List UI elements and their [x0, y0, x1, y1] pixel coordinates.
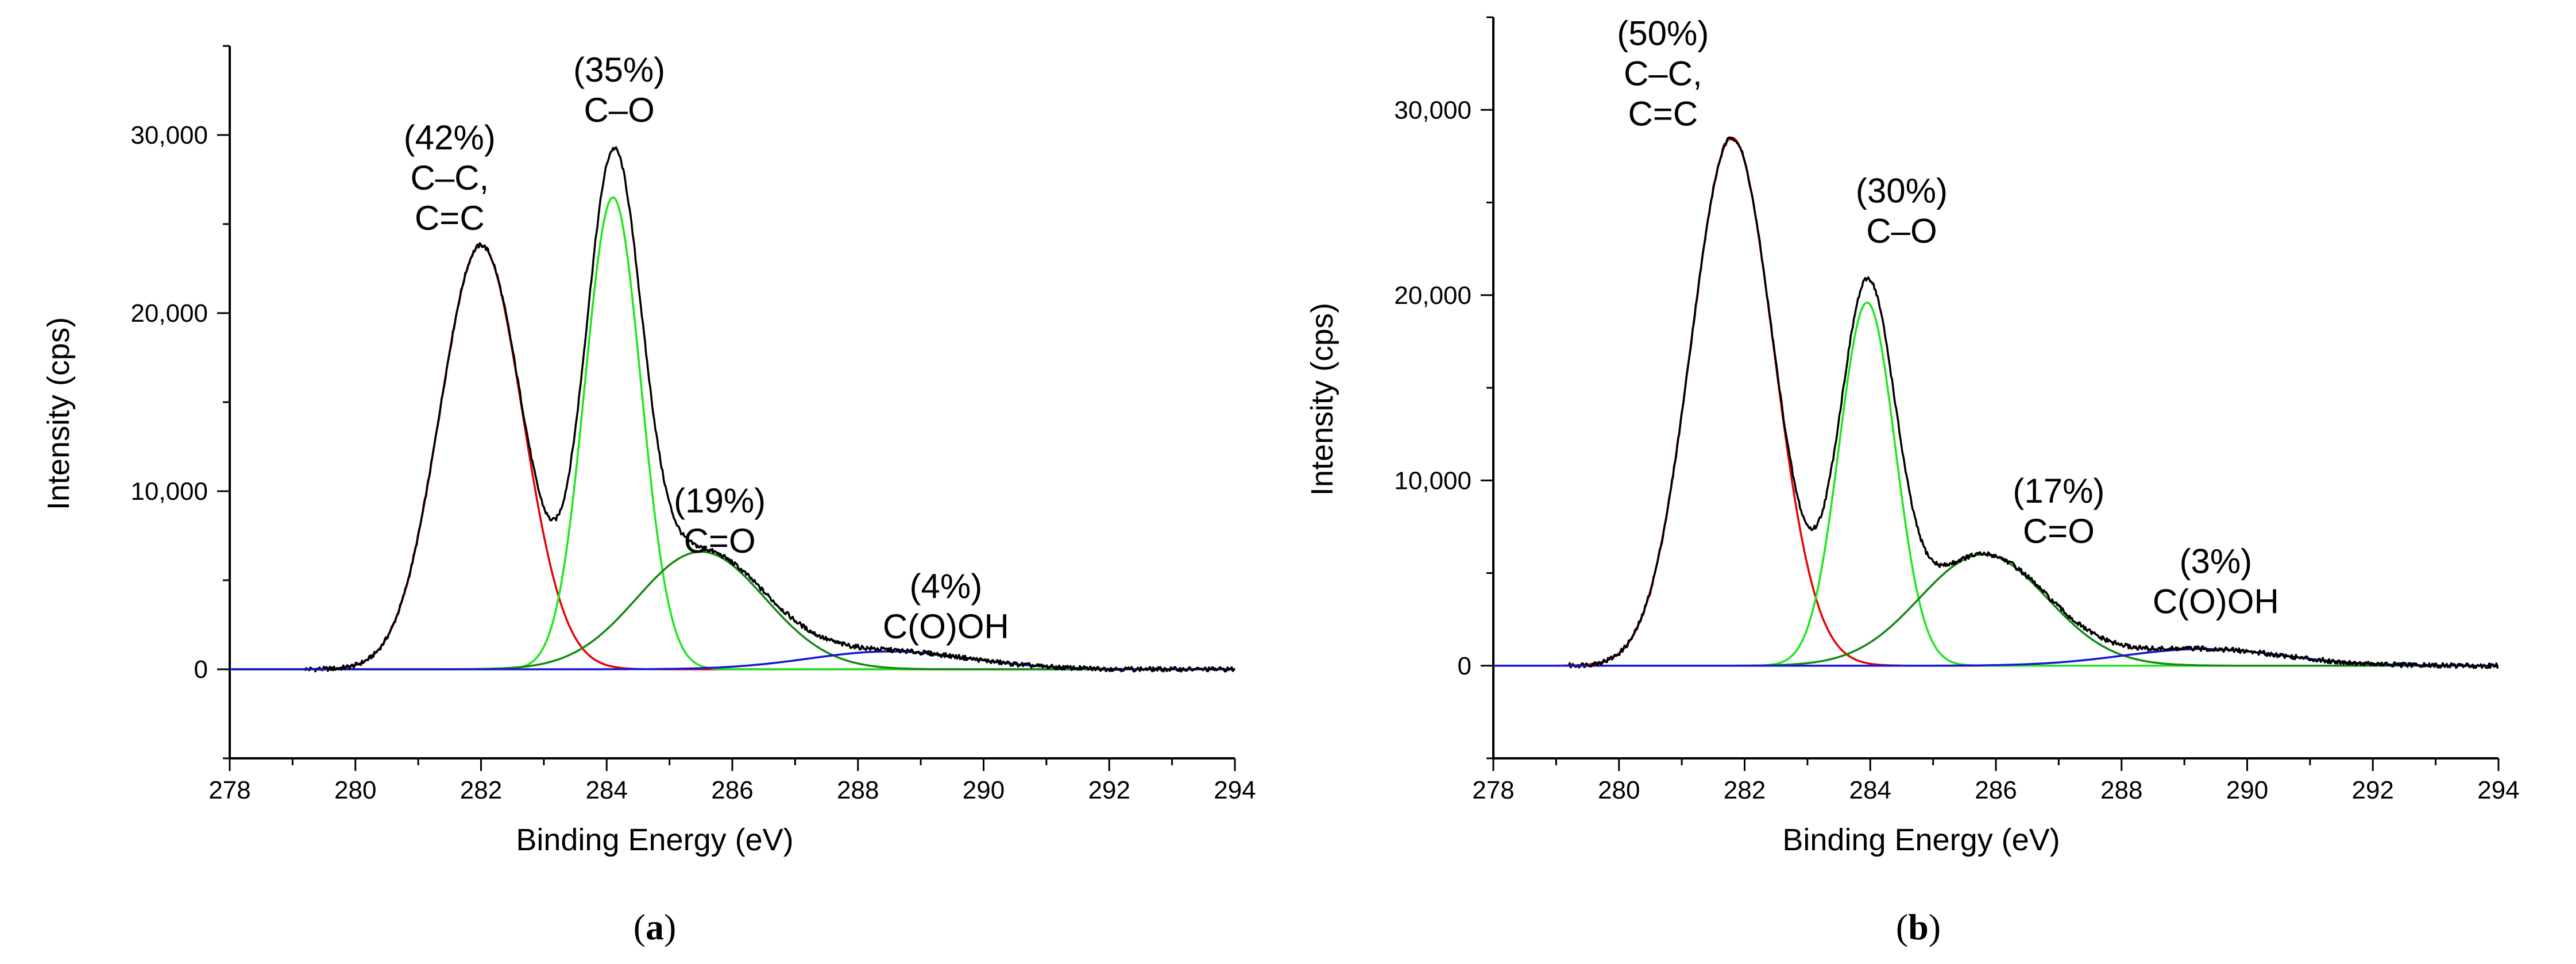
x-tick-label: 292 — [1088, 776, 1130, 804]
x-tick-label: 280 — [1598, 776, 1640, 804]
y-tick-label: 30,000 — [130, 121, 208, 149]
annotation-line: C=C — [415, 199, 485, 237]
annotation-line: C–C, — [410, 159, 489, 197]
x-tick-label: 294 — [1214, 776, 1256, 804]
annotation-line: (50%) — [1617, 14, 1709, 52]
x-tick-label: 288 — [2100, 776, 2142, 804]
panel-label-a: (a) — [634, 907, 677, 947]
peak-annotation: (42%) C–C, C=C — [404, 118, 496, 237]
x-tick-label: 284 — [1849, 776, 1891, 804]
x-tick-label: 288 — [837, 776, 879, 804]
peak-c_double_o — [230, 550, 1235, 670]
x-tick-label: 294 — [2477, 776, 2519, 804]
y-tick-label: 10,000 — [130, 477, 208, 506]
peak-annotation: (35%) C–O — [573, 51, 665, 129]
y-tick-label: 0 — [1458, 652, 1472, 680]
annotation-line: C–O — [584, 91, 654, 129]
annotation-line: C(O)OH — [2153, 583, 2279, 621]
x-axis-title: Binding Energy (eV) — [1782, 823, 2060, 857]
annotation-line: C=O — [684, 522, 756, 560]
y-tick-label: 10,000 — [1394, 466, 1472, 495]
panel-a: 278 280 282 284 286 288 290 292 294 0 10,000 20,000… — [41, 45, 1256, 857]
x-tick-label: 282 — [460, 776, 502, 804]
peak-annotation: (19%) C=O — [674, 481, 766, 560]
peak-cc — [1493, 136, 2498, 667]
envelope-curve — [1567, 136, 2499, 669]
x-tick-label: 286 — [711, 776, 753, 804]
x-tick-label: 286 — [1975, 776, 2017, 804]
x-tick-label: 280 — [334, 776, 376, 804]
annotation-line: C–C, — [1624, 54, 1702, 92]
annotation-line: C(O)OH — [883, 607, 1009, 646]
panel-label-b: (b) — [1896, 907, 1941, 947]
peak-annotation: (17%) C=O — [2013, 472, 2104, 550]
x-tick-label: 284 — [586, 776, 628, 804]
peak-annotation: (3%) C(O)OH — [2153, 542, 2279, 621]
peak-annotation: (4%) C(O)OH — [883, 567, 1009, 646]
y-tick-label: 0 — [194, 655, 208, 684]
x-tick-label: 292 — [2352, 776, 2394, 804]
x-tick-label: 278 — [208, 776, 250, 804]
peak-cc — [230, 244, 1235, 670]
peak-annotation: (50%) C–C, C=C — [1617, 14, 1709, 133]
peak-co — [230, 196, 1235, 670]
annotation-line: (4%) — [910, 567, 983, 606]
y-tick-label: 20,000 — [130, 299, 208, 327]
annotation-line: C=C — [1628, 94, 1698, 133]
annotation-line: (42%) — [404, 118, 496, 157]
y-tick-label: 30,000 — [1394, 96, 1472, 124]
y-tick-label: 20,000 — [1394, 282, 1472, 310]
annotation-line: (19%) — [674, 481, 766, 520]
x-axis-title: Binding Energy (eV) — [516, 823, 793, 857]
x-tick-label: 278 — [1472, 776, 1514, 804]
envelope-curve — [304, 146, 1236, 673]
peak-cooh — [230, 650, 1235, 670]
x-tick-label: 282 — [1724, 776, 1766, 804]
y-axis-title: Intensity (cps) — [1305, 303, 1339, 496]
x-tick-label: 290 — [2226, 776, 2268, 804]
annotation-line: (17%) — [2013, 472, 2104, 510]
annotation-line: (35%) — [573, 51, 665, 89]
annotation-line: (3%) — [2179, 542, 2252, 581]
annotation-line: C–O — [1866, 212, 1937, 250]
peak-annotation: (30%) C–O — [1856, 172, 1948, 250]
annotation-line: C=O — [2023, 512, 2095, 550]
annotation-line: (30%) — [1856, 172, 1948, 210]
y-axis-title: Intensity (cps) — [41, 317, 76, 510]
x-tick-label: 290 — [963, 776, 1005, 804]
panel-b: 278 280 282 284 286 288 290 292 294 0 10,000 20,000… — [1305, 14, 2520, 857]
